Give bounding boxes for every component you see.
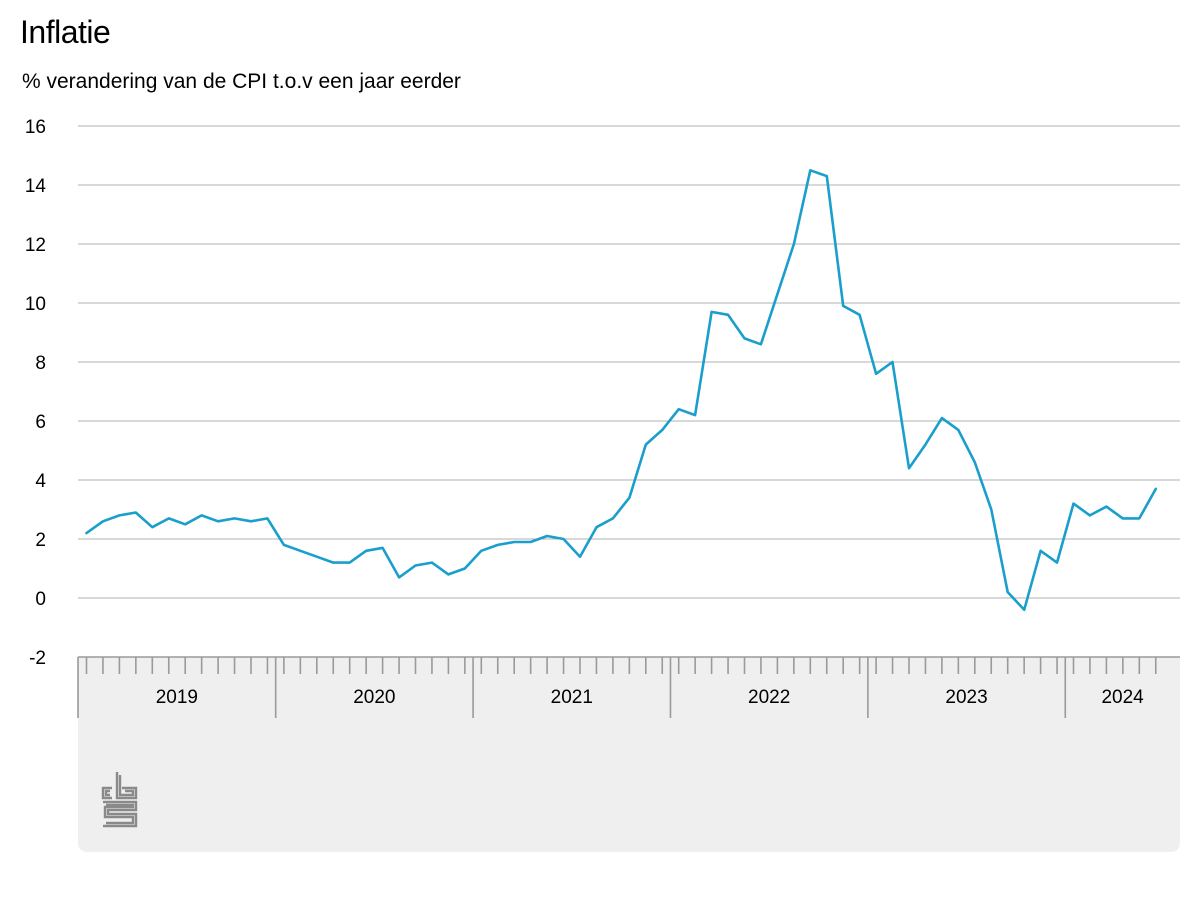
y-tick-label: 10 (25, 294, 46, 315)
y-tick-label: 12 (25, 235, 46, 256)
y-tick-label: 8 (35, 353, 46, 374)
x-year-label: 2020 (353, 687, 395, 708)
y-tick-label: 4 (35, 471, 46, 492)
x-year-label: 2019 (156, 687, 198, 708)
y-tick-label: 14 (25, 176, 47, 197)
series-line-inflatie (85, 169, 1158, 612)
y-tick-label: 0 (35, 589, 46, 610)
x-year-label: 2022 (748, 687, 790, 708)
y-tick-label: -2 (29, 648, 46, 669)
y-tick-label: 16 (25, 117, 46, 138)
y-tick-label: 2 (35, 530, 46, 551)
x-year-label: 2021 (551, 687, 593, 708)
y-tick-label: 6 (35, 412, 46, 433)
x-year-label: 2023 (945, 687, 987, 708)
chart-subtitle: % verandering van de CPI t.o.v een jaar … (22, 70, 461, 93)
cbs-logo-icon (101, 772, 138, 828)
chart-title: Inflatie (20, 14, 111, 50)
x-year-label: 2024 (1101, 687, 1144, 708)
x-axis-footer-panel (78, 657, 1180, 852)
